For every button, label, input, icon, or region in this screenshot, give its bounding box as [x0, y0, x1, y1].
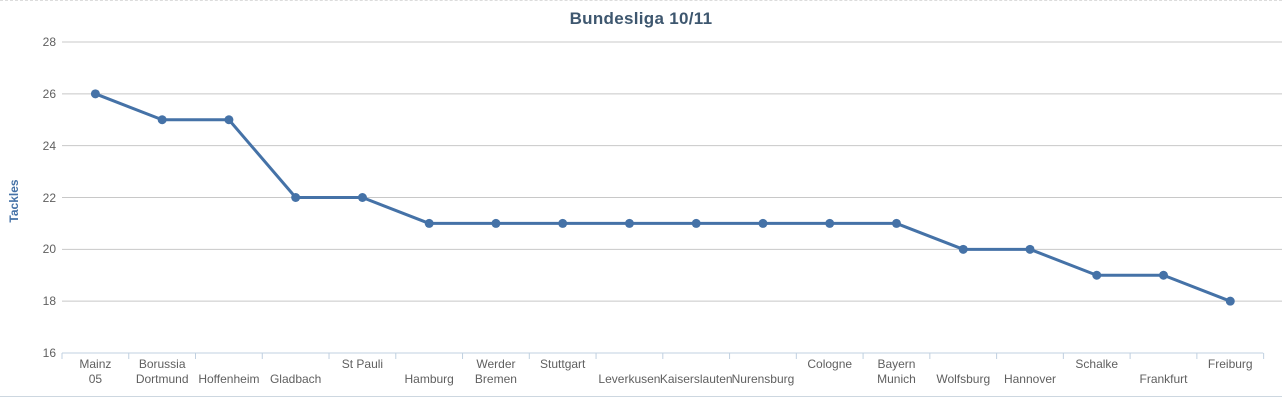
x-category-label: St Pauli [341, 357, 384, 371]
data-point-marker[interactable] [691, 218, 701, 228]
y-tick-label: 16 [42, 346, 56, 360]
y-tick-label: 24 [42, 138, 56, 153]
x-category-label: Hoffenheim [198, 372, 260, 386]
data-point-marker[interactable] [758, 218, 768, 228]
x-category-label: Nurensburg [731, 372, 795, 386]
x-category-label: Hannover [1003, 372, 1056, 386]
x-category-label: Wolfsburg [936, 372, 991, 386]
chart-title: Bundesliga 10/11 [569, 9, 713, 28]
bottom-divider [0, 396, 1282, 397]
y-tick-label: 22 [42, 190, 56, 205]
x-category-label: Gladbach [269, 372, 322, 386]
x-category-label: Freiburg [1207, 357, 1253, 371]
x-category-label: Kaiserslauten [659, 372, 733, 386]
data-point-marker[interactable] [1159, 270, 1169, 280]
x-category-label: Mainz 05 [79, 357, 112, 386]
x-category-label: Leverkusen [598, 372, 661, 386]
x-category-label: Bayern Munich [877, 357, 916, 386]
data-point-marker[interactable] [357, 193, 367, 202]
x-category-label: Hamburg [404, 372, 454, 386]
y-tick-label: 18 [42, 294, 56, 309]
data-point-marker[interactable] [90, 89, 100, 99]
series-line [93, 92, 1232, 303]
x-category-label: Stuttgart [540, 357, 586, 371]
data-point-marker[interactable] [825, 218, 835, 228]
x-category-label: Frankfurt [1139, 372, 1188, 386]
data-point-marker[interactable] [1025, 244, 1035, 254]
data-point-marker[interactable] [891, 218, 901, 228]
data-point-marker[interactable] [491, 218, 501, 228]
data-point-marker[interactable] [624, 218, 634, 228]
x-category-label: Borussia Dortmund [135, 357, 189, 386]
data-point-marker[interactable] [1092, 270, 1102, 280]
data-point-marker[interactable] [291, 193, 301, 202]
y-tick-label: 20 [42, 242, 56, 257]
data-point-marker[interactable] [1225, 296, 1235, 306]
y-tick-label: 26 [42, 86, 56, 101]
data-point-marker[interactable] [424, 218, 434, 228]
data-point-marker[interactable] [958, 244, 968, 254]
x-category-label: Schalke [1075, 357, 1119, 371]
x-category-label: Cologne [807, 357, 853, 371]
data-point-marker[interactable] [224, 115, 234, 125]
data-point-marker[interactable] [157, 115, 167, 125]
data-point-marker[interactable] [558, 218, 568, 228]
y-tick-label: 28 [42, 35, 56, 49]
x-category-label: Werder Bremen [474, 357, 517, 386]
